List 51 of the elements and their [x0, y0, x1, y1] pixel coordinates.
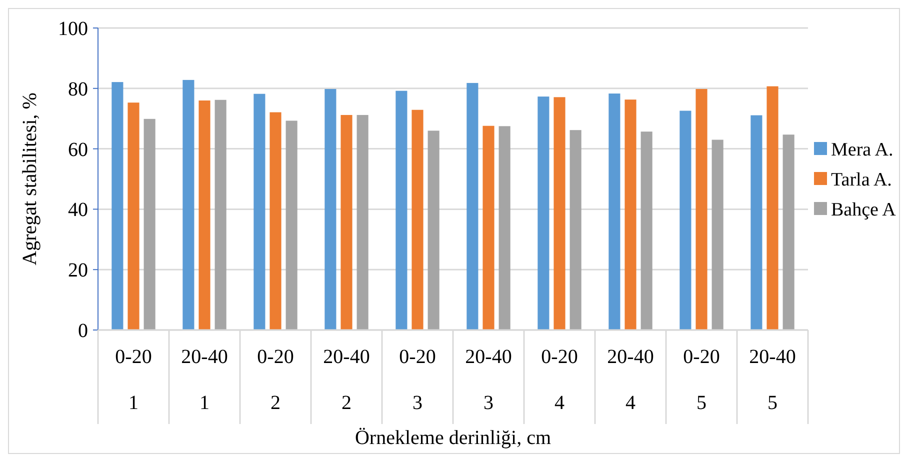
bar: [750, 115, 762, 330]
bar: [624, 100, 636, 330]
bar: [766, 86, 778, 330]
y-tick-label: 100: [58, 18, 88, 40]
y-tick-label: 0: [78, 320, 88, 342]
x-axis-title: Örnekleme derinliği, cm: [354, 427, 552, 449]
bar: [340, 114, 352, 330]
y-tick-label: 60: [68, 138, 88, 161]
bar: [608, 94, 620, 330]
bar: [324, 89, 336, 330]
bar: [554, 97, 566, 330]
bar: [680, 110, 692, 330]
category-label: 0-20 4: [541, 346, 578, 414]
y-axis-title: Agregat stabilitesi, %: [19, 92, 41, 266]
bar: [696, 89, 708, 330]
bar: [498, 126, 510, 330]
bar: [570, 130, 582, 330]
bar: [396, 90, 408, 330]
bar: [482, 126, 494, 330]
bar: [144, 118, 156, 330]
bar: [538, 96, 550, 330]
bar: [270, 112, 282, 330]
bar: [782, 134, 794, 330]
bar: [466, 82, 478, 330]
category-label: 20-40 4: [607, 346, 654, 414]
bar: [712, 140, 724, 330]
category-label: 20-40 5: [749, 346, 796, 414]
y-tick-label: 20: [68, 260, 88, 282]
legend-label: Bahçe A: [831, 200, 896, 221]
bar: [128, 102, 140, 330]
legend-label: Tarla A.: [831, 170, 892, 191]
category-label: 20-40 1: [181, 346, 228, 414]
bar: [286, 120, 298, 330]
category-label: 0-20 5: [683, 346, 720, 414]
category-label: 0-20 1: [115, 346, 152, 414]
bar: [412, 110, 424, 330]
y-tick-label: 40: [68, 199, 88, 222]
bar: [640, 132, 652, 330]
category-label: 20-40 2: [323, 346, 370, 414]
bar: [254, 94, 266, 330]
bar: [198, 100, 210, 330]
category-label: 0-20 3: [399, 346, 436, 414]
category-label: 0-20 2: [257, 346, 294, 414]
category-label: 20-40 3: [465, 346, 512, 414]
y-tick-label: 80: [68, 78, 88, 100]
bar: [112, 82, 124, 330]
legend-label: Mera A.: [831, 140, 894, 161]
bar: [182, 80, 194, 330]
bar: [428, 130, 440, 330]
bar: [356, 114, 368, 330]
bar: [214, 100, 226, 330]
